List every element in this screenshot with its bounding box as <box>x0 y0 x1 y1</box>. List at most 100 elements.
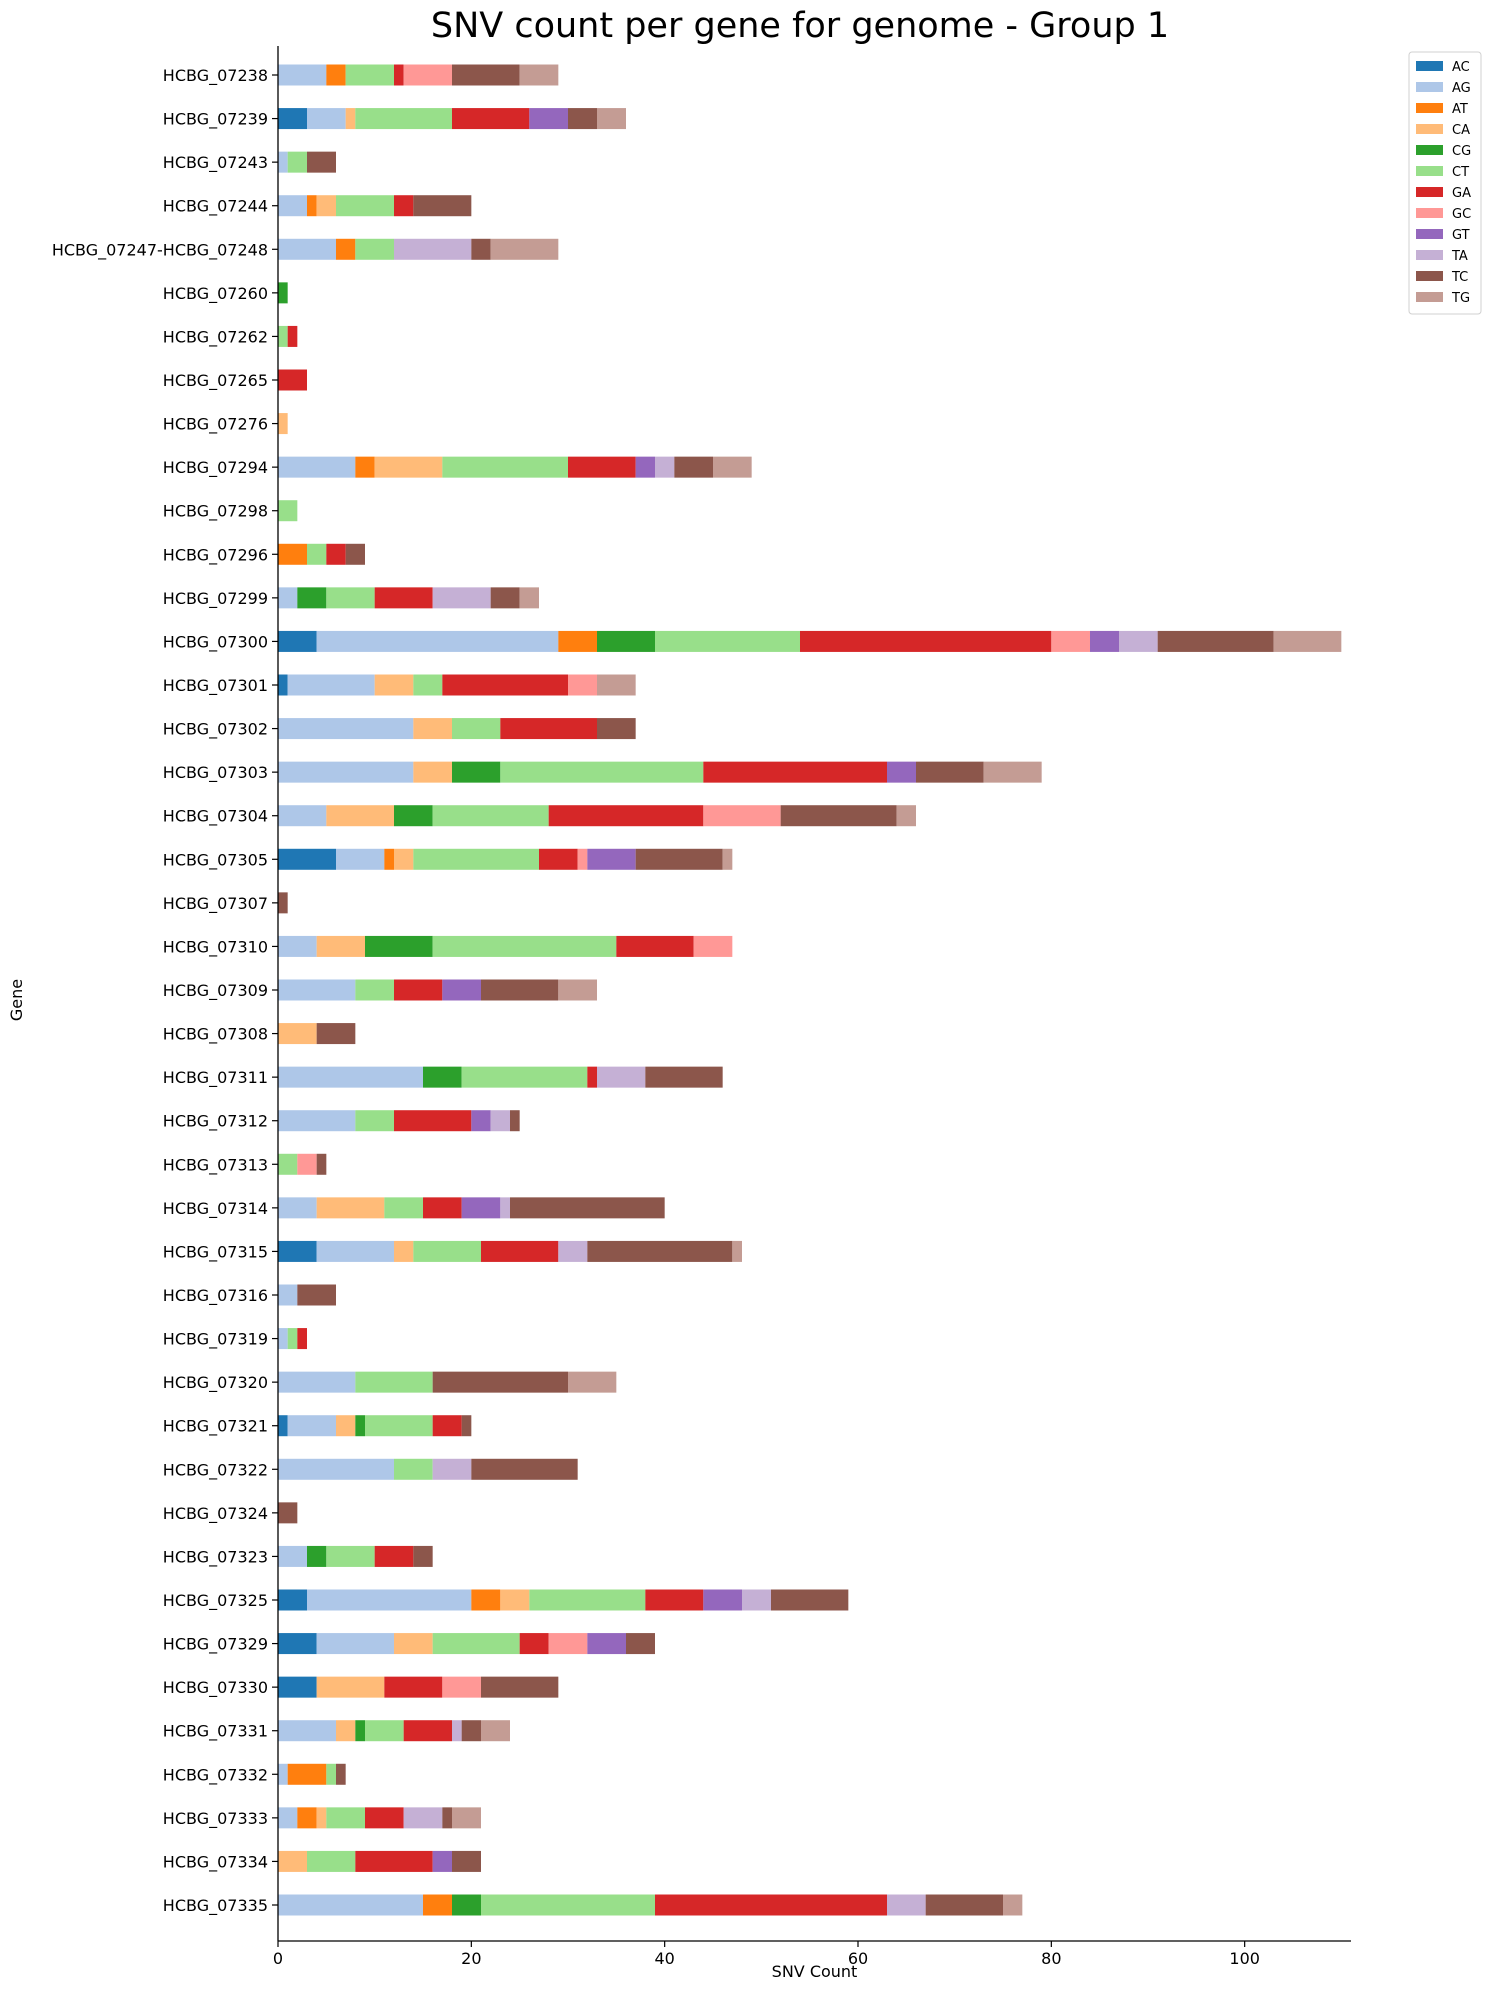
bar-segment-ga-27 <box>481 1240 559 1262</box>
bar-segment-ag-40 <box>278 1807 298 1829</box>
bar-segment-gt-13 <box>1090 630 1119 652</box>
bar-segment-ga-29 <box>297 1328 307 1350</box>
y-tick-layer: HCBG_07238 HCBG_07239 HCBG_07243 HCBG_07244… <box>52 66 278 1916</box>
bar-segment-ag-36 <box>316 1633 394 1655</box>
legend-swatch-ga <box>1416 187 1443 197</box>
bar-segment-ct-38 <box>365 1720 404 1742</box>
bar-segment-at-18 <box>384 848 394 870</box>
bar-segment-tc-12 <box>490 587 520 609</box>
bar-segment-ag-4 <box>278 238 336 260</box>
bar-segment-ca-31 <box>336 1415 356 1437</box>
bar-segment-ta-32 <box>432 1458 472 1480</box>
y-tick-label: HCBG_07316 <box>163 1286 268 1306</box>
y-tick-label: HCBG_07313 <box>163 1155 268 1175</box>
bar-segment-tc-38 <box>461 1720 481 1742</box>
bar-segment-tc-40 <box>442 1807 452 1829</box>
y-tick-label: HCBG_07305 <box>163 850 268 870</box>
bar-segment-ga-6 <box>287 325 298 347</box>
bar-segment-ct-23 <box>461 1066 588 1088</box>
bar-segment-ct-16 <box>500 761 704 783</box>
bar-segment-ct-42 <box>481 1894 655 1916</box>
bar-segment-ag-2 <box>278 151 288 173</box>
bar-segment-ag-23 <box>278 1066 423 1088</box>
legend-swatch-gt <box>1416 229 1443 239</box>
bar-segment-ag-24 <box>278 1110 356 1132</box>
bar-segment-gc-13 <box>1051 630 1090 652</box>
bar-segment-ag-29 <box>278 1328 288 1350</box>
bar-segment-ag-20 <box>278 935 317 957</box>
bar-segment-ac-35 <box>278 1589 307 1611</box>
bar-segment-ac-36 <box>278 1633 317 1655</box>
bar-segment-cg-17 <box>394 805 433 827</box>
y-tick-label: HCBG_07309 <box>163 981 268 1001</box>
y-tick-label: HCBG_07276 <box>163 415 268 435</box>
bar-segment-gc-25 <box>297 1153 317 1175</box>
bar-segment-tc-32 <box>471 1458 578 1480</box>
bar-segment-ct-24 <box>355 1110 394 1132</box>
y-tick-label: HCBG_07325 <box>163 1591 268 1611</box>
bar-segment-cg-38 <box>355 1720 365 1742</box>
legend-label-at: AT <box>1452 102 1468 117</box>
bar-segment-tc-36 <box>626 1633 655 1655</box>
bar-segment-ct-36 <box>432 1633 520 1655</box>
bar-segment-at-40 <box>297 1807 317 1829</box>
bar-segment-cg-23 <box>423 1066 462 1088</box>
bar-segment-ta-24 <box>490 1110 510 1132</box>
bar-segment-ga-12 <box>374 587 433 609</box>
bar-segment-ct-26 <box>384 1197 423 1219</box>
y-tick-label: HCBG_07303 <box>163 763 268 783</box>
bar-segment-ga-23 <box>587 1066 597 1088</box>
bar-segment-ta-42 <box>887 1894 926 1916</box>
bar-segment-ct-3 <box>336 195 394 217</box>
y-tick-label: HCBG_07294 <box>163 458 268 478</box>
legend-swatch-ag <box>1416 82 1443 92</box>
y-tick-label: HCBG_07301 <box>163 676 268 696</box>
bar-segment-ct-10 <box>278 500 298 522</box>
x-tick-label: 100 <box>1229 1949 1260 1968</box>
y-tick-label: HCBG_07298 <box>163 502 268 522</box>
y-tick-label: HCBG_07323 <box>163 1547 268 1567</box>
bar-segment-gc-17 <box>703 805 781 827</box>
bar-segment-ga-14 <box>442 674 568 696</box>
bar-segment-tc-11 <box>345 543 365 565</box>
y-tick-label: HCBG_07308 <box>163 1025 268 1045</box>
bar-segment-at-35 <box>471 1589 501 1611</box>
bar-segment-tg-14 <box>597 674 636 696</box>
bar-segment-ta-26 <box>500 1197 510 1219</box>
bar-segment-ga-9 <box>568 456 636 478</box>
bar-segment-cg-42 <box>452 1894 481 1916</box>
bar-segment-ca-22 <box>278 1023 317 1045</box>
bar-segment-ga-13 <box>800 630 1052 652</box>
bar-segment-at-4 <box>336 238 356 260</box>
bar-segment-ga-41 <box>355 1850 433 1872</box>
bar-segment-tc-17 <box>780 805 897 827</box>
bar-segment-tc-26 <box>510 1197 665 1219</box>
bar-segment-gt-9 <box>635 456 655 478</box>
bar-segment-ga-36 <box>519 1633 549 1655</box>
bar-segment-ct-35 <box>529 1589 646 1611</box>
bar-segment-tg-30 <box>568 1371 617 1393</box>
bar-segment-ga-40 <box>365 1807 404 1829</box>
bar-segment-gt-16 <box>887 761 916 783</box>
bar-segment-ac-18 <box>278 848 336 870</box>
y-tick-label: HCBG_07334 <box>163 1852 268 1872</box>
y-tick-label: HCBG_07314 <box>163 1199 268 1219</box>
bar-segment-ct-6 <box>278 325 288 347</box>
bar-segment-tc-42 <box>925 1894 1003 1916</box>
bar-segment-tc-3 <box>413 195 472 217</box>
legend-label-ca: CA <box>1452 123 1470 138</box>
bar-segment-tg-4 <box>490 238 559 260</box>
bar-segment-ga-26 <box>423 1197 462 1219</box>
legend-label-gc: GC <box>1452 207 1471 222</box>
bar-segment-ga-31 <box>432 1415 462 1437</box>
bar-segment-ca-3 <box>316 195 336 217</box>
y-tick-label: HCBG_07315 <box>163 1242 268 1262</box>
bar-segment-ga-20 <box>616 935 694 957</box>
bar-segment-tg-13 <box>1273 630 1342 652</box>
legend-label-cg: CG <box>1452 144 1471 159</box>
bar-segment-cg-16 <box>452 761 501 783</box>
bar-segment-ag-9 <box>278 456 356 478</box>
bar-segment-tc-37 <box>481 1676 559 1698</box>
bar-segment-ag-30 <box>278 1371 356 1393</box>
x-tick-label: 20 <box>461 1949 481 1968</box>
